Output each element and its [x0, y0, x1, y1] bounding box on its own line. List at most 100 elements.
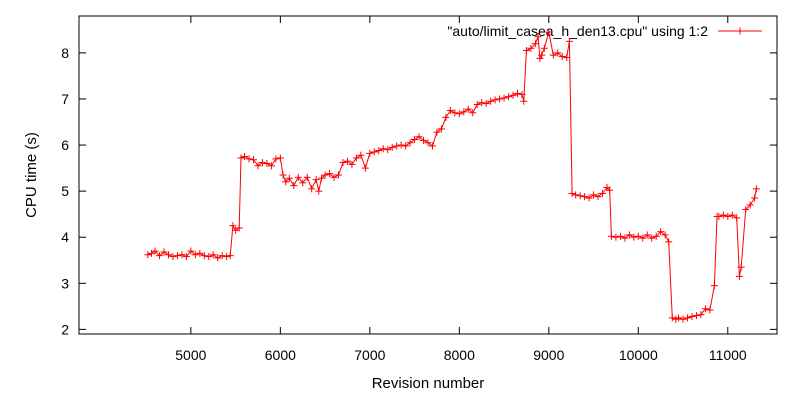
- data-point-marker: [218, 252, 226, 260]
- data-point-marker: [665, 238, 673, 246]
- data-point-marker: [621, 234, 629, 242]
- data-point-marker: [536, 54, 544, 62]
- data-point-marker: [330, 173, 338, 181]
- data-point-marker: [534, 33, 542, 41]
- data-point-marker: [164, 251, 172, 259]
- y-tick-label: 7: [61, 91, 69, 107]
- data-point-marker: [572, 191, 580, 199]
- data-point-marker: [267, 162, 275, 170]
- data-point-marker: [321, 171, 329, 179]
- data-point-marker: [178, 251, 186, 259]
- data-point-marker: [250, 156, 257, 164]
- data-point-marker: [661, 231, 669, 239]
- data-point-marker: [312, 176, 320, 184]
- data-point-marker: [318, 174, 326, 182]
- data-point-marker: [724, 212, 732, 220]
- data-point-marker: [223, 253, 231, 261]
- data-point-marker: [424, 139, 432, 147]
- data-point-marker: [279, 171, 287, 179]
- data-point-marker: [568, 189, 576, 197]
- data-point-marker: [594, 193, 602, 201]
- data-point-marker: [545, 28, 553, 36]
- data-point-marker: [675, 314, 683, 322]
- data-point-marker: [384, 146, 392, 154]
- data-point-marker: [393, 142, 401, 150]
- data-point-marker: [326, 170, 334, 178]
- data-point-marker: [668, 314, 676, 322]
- data-point-marker: [402, 142, 410, 150]
- x-tick-label: 5000: [175, 347, 206, 363]
- data-point-marker: [455, 110, 463, 118]
- data-point-marker: [606, 186, 614, 194]
- data-point-marker: [370, 148, 378, 156]
- x-tick-label: 10000: [619, 347, 658, 363]
- data-point-marker: [226, 252, 234, 260]
- data-point-marker: [643, 231, 651, 239]
- data-point-marker: [482, 100, 490, 108]
- data-point-marker: [209, 251, 217, 259]
- data-point-marker: [549, 51, 557, 59]
- x-tick-label: 8000: [444, 347, 475, 363]
- data-point-marker: [625, 231, 633, 239]
- data-point-marker: [420, 136, 428, 144]
- data-point-marker: [151, 247, 159, 255]
- data-point-marker: [576, 192, 584, 200]
- data-point-marker: [590, 191, 598, 199]
- data-point-marker: [679, 315, 687, 323]
- data-point-marker: [652, 232, 660, 240]
- data-point-marker: [634, 232, 642, 240]
- data-point-marker: [478, 99, 486, 107]
- plot-frame: [78, 15, 778, 335]
- data-point-marker: [299, 179, 307, 187]
- data-point-marker: [232, 226, 240, 234]
- data-point-marker: [522, 47, 530, 55]
- data-point-marker: [187, 247, 195, 255]
- data-point-marker: [692, 312, 700, 320]
- data-point-marker: [518, 90, 526, 98]
- data-point-marker: [581, 193, 589, 201]
- series-group: [144, 28, 760, 323]
- data-point-marker: [315, 187, 323, 195]
- data-point-marker: [388, 143, 396, 151]
- data-point-marker: [229, 222, 237, 230]
- data-point-marker: [144, 251, 152, 259]
- data-point-marker: [339, 159, 347, 167]
- data-point-marker: [254, 162, 262, 170]
- data-point-marker: [460, 108, 468, 116]
- data-point-marker: [235, 224, 243, 232]
- data-point-marker: [657, 228, 665, 236]
- data-point-marker: [496, 95, 504, 103]
- axis-ticks: 2 3 4 5 6 7 8 5000 6000 7000 8000 9000 10000 11000: [61, 16, 777, 363]
- data-point-marker: [433, 128, 441, 136]
- data-point-marker: [451, 109, 459, 117]
- data-point-marker: [701, 305, 709, 313]
- y-tick-label: 5: [61, 183, 69, 199]
- y-tick-label: 8: [61, 45, 69, 61]
- data-point-marker: [428, 142, 436, 150]
- data-point-marker: [191, 251, 199, 259]
- data-point-marker: [491, 96, 499, 104]
- data-point-marker: [612, 233, 620, 241]
- x-tick-label: 6000: [265, 347, 296, 363]
- y-tick-label: 4: [61, 229, 69, 245]
- data-point-marker: [742, 206, 750, 214]
- data-point-marker: [308, 185, 316, 193]
- x-tick-label: 9000: [533, 347, 564, 363]
- data-point-marker: [294, 173, 302, 181]
- data-point-marker: [751, 194, 759, 202]
- data-point-marker: [473, 100, 481, 108]
- data-point-marker: [715, 212, 723, 220]
- data-point-marker: [527, 44, 535, 52]
- data-point-marker: [303, 173, 311, 181]
- data-point-marker: [469, 109, 477, 117]
- data-point-marker: [156, 252, 164, 260]
- y-tick-label: 6: [61, 137, 69, 153]
- data-point-marker: [630, 233, 638, 241]
- x-axis-label: Revision number: [372, 375, 485, 392]
- data-point-marker: [357, 151, 365, 159]
- data-point-marker: [706, 306, 714, 314]
- data-point-marker: [200, 252, 208, 260]
- series-line: [147, 31, 757, 320]
- data-point-marker: [538, 51, 546, 59]
